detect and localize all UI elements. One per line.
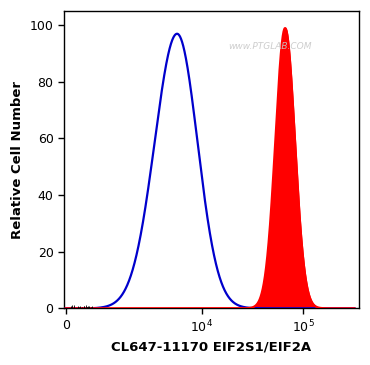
X-axis label: CL647-11170 EIF2S1/EIF2A: CL647-11170 EIF2S1/EIF2A (111, 341, 312, 354)
Y-axis label: Relative Cell Number: Relative Cell Number (11, 81, 24, 239)
Text: www.PTGLAB.COM: www.PTGLAB.COM (229, 42, 312, 51)
